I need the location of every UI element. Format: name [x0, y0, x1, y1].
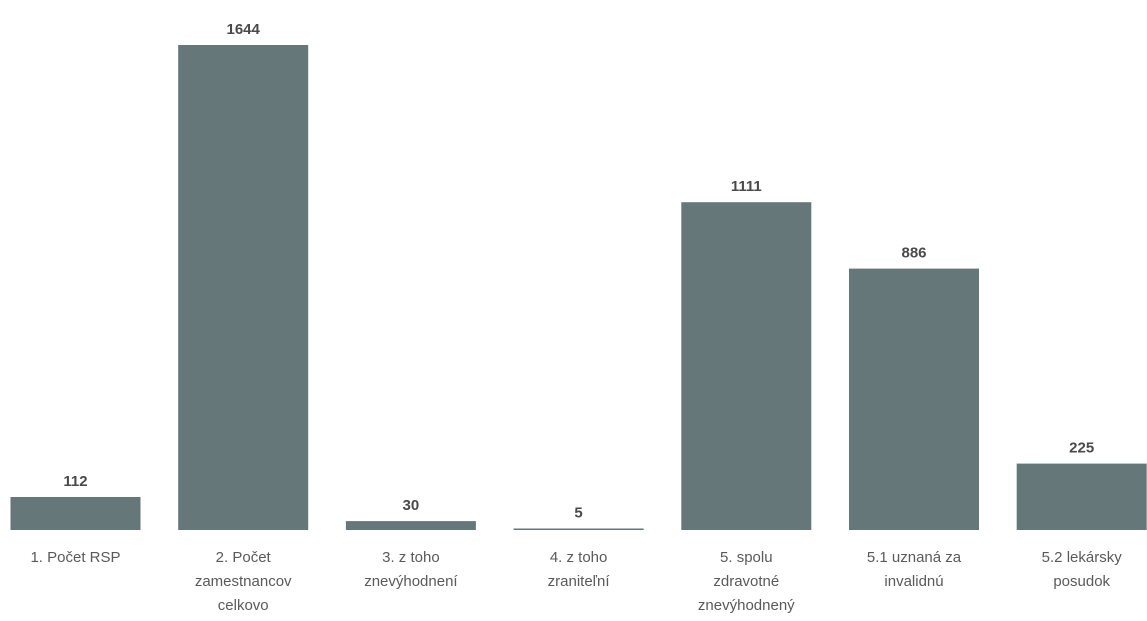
bar-1 [10, 497, 141, 530]
data-label-5: 1111 [731, 178, 762, 195]
category-label-line: 5.2 lekársky [1042, 549, 1123, 566]
bar-5 [681, 202, 812, 530]
category-label-line: zamestnancov [195, 573, 292, 590]
category-label-line: 5. spolu [720, 549, 773, 566]
category-label-line: 3. z toho [382, 549, 440, 566]
category-label-1: 1. Počet RSP [30, 549, 120, 566]
category-label-line: celkovo [218, 597, 269, 614]
category-label-line: zdravotné [713, 573, 779, 590]
value-labels-layer: 112 1644 30 5 1111 886 225 [63, 21, 1094, 522]
category-label-line: znevýhodnený [698, 597, 795, 614]
bar-7 [1016, 463, 1147, 530]
bar-2 [178, 45, 309, 530]
category-label-line: invalidnú [884, 573, 943, 590]
category-label-4: 4. z toho zraniteľní [548, 549, 611, 590]
category-label-line: 2. Počet [216, 549, 272, 566]
data-label-7: 225 [1069, 440, 1094, 457]
category-label-line: zraniteľní [548, 573, 611, 590]
category-label-line: 5.1 uznaná za [867, 549, 962, 566]
category-label-5: 5. spolu zdravotné znevýhodnený [698, 549, 795, 614]
bar-6 [849, 268, 979, 530]
category-label-7: 5.2 lekársky posudok [1042, 549, 1123, 590]
category-label-line: 4. z toho [550, 549, 608, 566]
category-label-2: 2. Počet zamestnancov celkovo [195, 549, 292, 614]
data-label-1: 112 [63, 473, 87, 490]
category-label-3: 3. z toho znevýhodnení [364, 549, 458, 590]
bar-4 [513, 528, 644, 530]
category-label-6: 5.1 uznaná za invalidnú [867, 549, 962, 590]
category-labels-layer: 1. Počet RSP 2. Počet zamestnancov celkovo 3… [30, 549, 1122, 614]
category-label-line: znevýhodnení [364, 573, 458, 590]
category-label-line: posudok [1053, 573, 1110, 590]
data-label-6: 886 [901, 245, 926, 262]
bars-layer [10, 45, 1147, 530]
bar-3 [345, 521, 476, 530]
category-label-line: 1. Počet RSP [30, 549, 120, 566]
data-label-4: 5 [574, 505, 582, 522]
data-label-2: 1644 [227, 21, 261, 38]
data-label-3: 30 [403, 497, 420, 514]
